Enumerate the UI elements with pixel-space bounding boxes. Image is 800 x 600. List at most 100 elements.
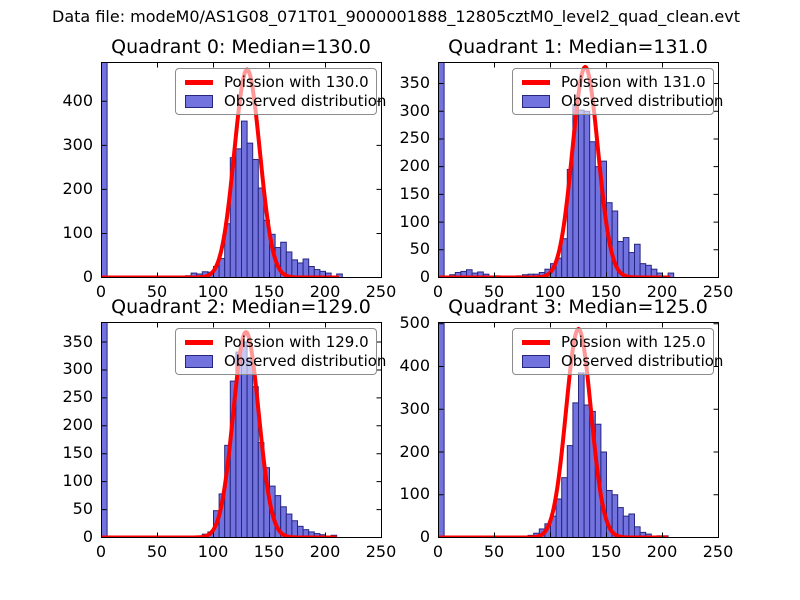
y-tick-label: 0: [82, 267, 93, 286]
histogram-bar: [291, 259, 298, 278]
y-tick-label: 250: [399, 128, 430, 148]
axes-frame: [101, 62, 382, 278]
legend-label-poisson: Poission with 130.0: [224, 73, 369, 91]
legend-row-observed: Observed distribution: [522, 92, 723, 110]
histogram-bar: [583, 110, 591, 278]
histogram-bar: [246, 142, 254, 278]
y-tick-label: 300: [62, 134, 93, 154]
y-tick-label: 400: [399, 356, 430, 376]
legend: Poission with 130.0 Observed distribution: [175, 68, 386, 115]
x-tick-label: 100: [534, 542, 566, 561]
histogram-bar: [285, 513, 293, 538]
histogram-bar: [285, 251, 293, 278]
y-tick-label: 200: [399, 441, 430, 461]
y-tick-label: 100: [62, 471, 93, 491]
subplot-1-title: Quadrant 1: Median=131.0: [448, 36, 708, 58]
legend-row-poisson: Poission with 130.0: [185, 73, 370, 91]
x-tick-label: 100: [534, 282, 566, 301]
histogram-bar: [252, 158, 259, 278]
histogram-bar: [617, 507, 624, 538]
legend-label-observed: Observed distribution: [224, 92, 387, 110]
legend-row-observed: Observed distribution: [185, 92, 386, 110]
y-tick-label: 150: [62, 443, 93, 463]
histogram-bar: [246, 359, 254, 538]
histogram-bar: [297, 262, 304, 278]
histogram-bar: [639, 263, 647, 278]
blue-patch-swatch-icon: [522, 94, 550, 108]
histogram-bar: [622, 515, 630, 538]
histogram-zero-bin-bar: [438, 62, 445, 278]
axes-frame: [438, 322, 719, 538]
x-tick-label: 200: [309, 542, 341, 561]
x-tick-label: 150: [253, 282, 285, 301]
histogram-bar: [235, 148, 242, 278]
y-tick-label: 300: [399, 100, 430, 120]
histogram-bar: [566, 445, 574, 538]
legend-label-observed: Observed distribution: [561, 352, 724, 370]
legend-label-poisson: Poission with 125.0: [561, 333, 706, 351]
y-tick-label: 0: [419, 267, 430, 286]
histogram-bar: [589, 141, 596, 278]
legend-row-poisson: Poission with 125.0: [522, 333, 707, 351]
histogram-zero-bin-bar: [438, 322, 445, 538]
x-tick-label: 50: [146, 282, 168, 301]
y-tick-label: 50: [409, 239, 430, 259]
x-tick-label: 150: [253, 542, 285, 561]
x-tick-label: 0: [95, 282, 107, 301]
histogram-bar: [302, 258, 310, 278]
blue-patch-swatch-icon: [185, 354, 213, 368]
histogram-bar: [291, 520, 298, 538]
legend: Poission with 125.0 Observed distribution: [512, 328, 723, 375]
histogram-bar: [622, 237, 630, 278]
x-tick-label: 50: [146, 542, 168, 561]
y-tick-label: 350: [62, 331, 93, 351]
histogram-bar: [578, 372, 585, 538]
histogram-bar: [583, 404, 591, 538]
legend-row-observed: Observed distribution: [522, 352, 723, 370]
histogram-bar: [241, 120, 248, 278]
x-tick-label: 0: [432, 542, 444, 561]
y-tick-label: 100: [399, 211, 430, 231]
y-tick-label: 500: [399, 313, 430, 333]
y-tick-label: 300: [399, 398, 430, 418]
subplot-0-plot: [101, 62, 382, 278]
legend-label-poisson: Poission with 129.0: [224, 333, 369, 351]
y-tick-label: 200: [62, 178, 93, 198]
y-tick-label: 200: [62, 415, 93, 435]
histogram-bar: [628, 513, 635, 538]
x-tick-label: 0: [432, 282, 444, 301]
histogram-bar: [561, 477, 568, 538]
x-tick-label: 250: [702, 542, 734, 561]
subplot-2-title: Quadrant 2: Median=129.0: [111, 296, 371, 318]
legend: Poission with 129.0 Observed distribution: [175, 328, 386, 375]
x-tick-label: 150: [590, 542, 622, 561]
subplot-3-plot: [438, 322, 719, 538]
legend-label-poisson: Poission with 131.0: [561, 73, 706, 91]
red-line-swatch-icon: [522, 79, 550, 85]
subplot-0-title: Quadrant 0: Median=130.0: [111, 36, 371, 58]
histogram-bar: [578, 109, 585, 278]
histogram-bar: [634, 243, 641, 278]
legend-row-poisson: Poission with 129.0: [185, 333, 370, 351]
x-tick-label: 0: [95, 542, 107, 561]
x-tick-label: 250: [702, 282, 734, 301]
x-tick-label: 250: [365, 542, 397, 561]
y-tick-label: 100: [62, 222, 93, 242]
histogram-bar: [257, 187, 265, 278]
y-tick-label: 150: [399, 183, 430, 203]
red-line-swatch-icon: [185, 339, 213, 345]
figure-title: Data file: modeM0/AS1G08_071T01_90000018…: [52, 7, 740, 26]
legend-row-observed: Observed distribution: [185, 352, 386, 370]
legend-row-poisson: Poission with 131.0: [522, 73, 707, 91]
histogram-zero-bin-bar: [101, 62, 108, 278]
x-tick-label: 150: [590, 282, 622, 301]
histogram-zero-bin-bar: [101, 322, 108, 538]
red-line-swatch-icon: [185, 79, 213, 85]
x-tick-label: 50: [483, 542, 505, 561]
y-tick-label: 200: [399, 156, 430, 176]
x-tick-label: 100: [197, 542, 229, 561]
y-tick-label: 50: [72, 499, 93, 519]
blue-patch-swatch-icon: [522, 354, 550, 368]
axes-frame: [101, 322, 382, 538]
